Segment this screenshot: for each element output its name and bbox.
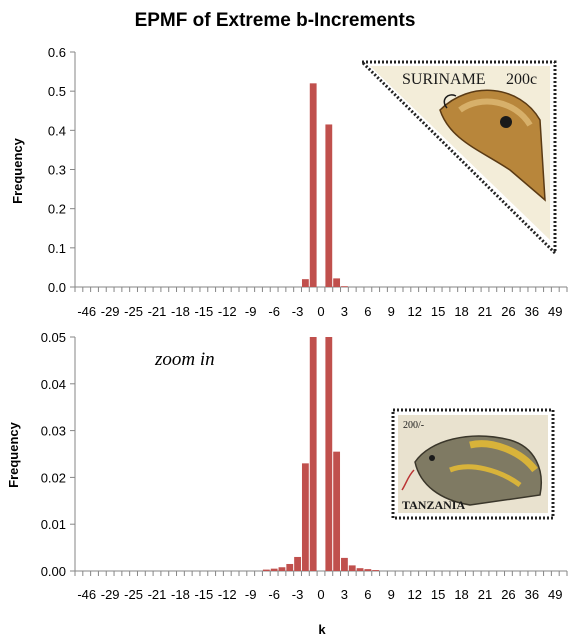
y-tick-label: 0.05 (41, 330, 66, 345)
x-tick-label: -46 (77, 587, 96, 602)
bar (294, 556, 301, 571)
bar (333, 451, 341, 571)
x-tick-label: 26 (501, 304, 515, 319)
x-tick-label: -9 (245, 587, 257, 602)
bar (270, 568, 278, 571)
bar (309, 337, 317, 571)
bar (348, 565, 356, 571)
x-tick-label: -15 (194, 304, 213, 319)
x-tick-label: -18 (171, 587, 190, 602)
x-tick-label: -21 (148, 587, 167, 602)
x-tick-label: 6 (364, 304, 371, 319)
tanzania-stamp-country: TANZANIA (402, 498, 465, 512)
x-tick-label: 12 (407, 304, 421, 319)
x-tick-label: 21 (478, 587, 492, 602)
x-tick-label: -18 (171, 304, 190, 319)
bar (341, 557, 348, 571)
y-tick-label: 0.0 (48, 280, 66, 295)
y-tick-label: 0.2 (48, 202, 66, 217)
bar (325, 124, 333, 287)
x-tick-label: -25 (124, 587, 143, 602)
y-tick-label: 0.4 (48, 123, 66, 138)
x-tick-label: 49 (548, 304, 562, 319)
bar (278, 567, 286, 571)
x-tick-label: -46 (77, 304, 96, 319)
y-tick-label: 0.04 (41, 377, 66, 392)
suriname-snake-stamp: SURINAME 200c (358, 60, 557, 257)
bar (356, 568, 364, 571)
y-tick-label: 0.5 (48, 84, 66, 99)
x-tick-label: -3 (292, 587, 304, 602)
x-tick-label: -6 (268, 304, 280, 319)
bar (309, 83, 317, 287)
x-tick-label: 9 (388, 304, 395, 319)
bar (301, 463, 309, 571)
x-tick-label: -9 (245, 304, 257, 319)
x-tick-label: 3 (341, 587, 348, 602)
x-tick-label: 0 (317, 304, 324, 319)
suriname-stamp-country: SURINAME (402, 71, 486, 88)
y-tick-label: 0.3 (48, 163, 66, 178)
x-tick-label: 3 (341, 304, 348, 319)
x-tick-label: -29 (101, 587, 120, 602)
tanzania-lizard-stamp: 200/- TANZANIA (391, 408, 555, 520)
bar (325, 337, 333, 571)
x-tick-label: -12 (218, 304, 237, 319)
x-tick-label: 49 (548, 587, 562, 602)
x-tick-label: -15 (194, 587, 213, 602)
x-tick-label: 9 (388, 587, 395, 602)
bar (286, 563, 294, 571)
x-tick-label: 12 (407, 587, 421, 602)
x-tick-label: 21 (478, 304, 492, 319)
chart-title: EPMF of Extreme b-Increments (135, 10, 416, 31)
x-tick-label: 36 (525, 304, 539, 319)
x-tick-label: 15 (431, 587, 445, 602)
bar (341, 286, 348, 287)
x-tick-label: 15 (431, 304, 445, 319)
bottom-chart: Frequency zoom in k 0.00 0.01 0.02 0.03 0.04… (6, 330, 568, 637)
y-tick-label: 0.01 (41, 517, 66, 532)
zoom-in-annotation: zoom in (154, 349, 215, 370)
x-tick-label: 18 (454, 304, 468, 319)
x-tick-label: -21 (148, 304, 167, 319)
bar (372, 570, 380, 571)
bar (364, 569, 372, 571)
x-tick-label: 18 (454, 587, 468, 602)
x-tick-label: -29 (101, 304, 120, 319)
y-tick-label: 0.1 (48, 241, 66, 256)
x-tick-label: 0 (317, 587, 324, 602)
y-tick-label: 0.03 (41, 424, 66, 439)
x-tick-label: -12 (218, 587, 237, 602)
bar (262, 569, 270, 571)
y-tick-label: 0.00 (41, 564, 66, 579)
x-tick-label: 36 (525, 587, 539, 602)
top-y-axis-label: Frequency (10, 137, 25, 204)
y-tick-label: 0.6 (48, 45, 66, 60)
bottom-y-axis-label: Frequency (6, 421, 21, 488)
x-tick-label: -6 (268, 587, 280, 602)
x-tick-label: 6 (364, 587, 371, 602)
bar (301, 279, 309, 287)
top-chart: Frequency 0.0 0.1 0.2 0.3 0.4 0.5 0.6 -46 -29 -25… (10, 45, 568, 319)
x-tick-label: 26 (501, 587, 515, 602)
bar (333, 278, 341, 287)
x-axis-label: k (318, 622, 326, 637)
y-tick-label: 0.02 (41, 470, 66, 485)
x-tick-label: -3 (292, 304, 304, 319)
x-tick-label: -25 (124, 304, 143, 319)
suriname-stamp-value: 200c (506, 71, 537, 88)
tanzania-stamp-value: 200/- (403, 420, 424, 431)
